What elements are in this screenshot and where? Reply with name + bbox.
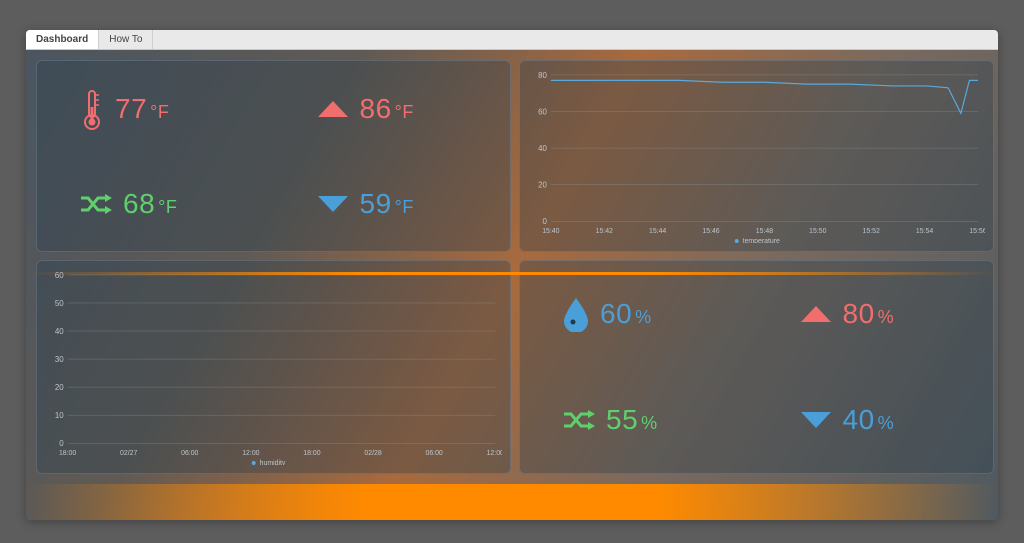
humidity-chart: 010203040506018:0002/2706:0012:0018:0002… xyxy=(45,269,502,465)
stat-value: 59°F xyxy=(360,188,414,220)
svg-text:60: 60 xyxy=(538,107,547,116)
svg-text:02/28: 02/28 xyxy=(364,450,381,457)
svg-text:10: 10 xyxy=(55,411,64,420)
stat-temp-low: 59°F xyxy=(274,156,511,251)
dashboard-grid: 77°F 86°F 68°F xyxy=(26,50,998,474)
stat-value: 55% xyxy=(606,404,658,436)
stat-humid-high: 80% xyxy=(757,261,994,367)
svg-text:humidity: humidity xyxy=(260,460,286,465)
svg-text:temperature: temperature xyxy=(743,238,780,243)
svg-text:15:52: 15:52 xyxy=(863,228,880,235)
svg-text:02/27: 02/27 xyxy=(120,450,137,457)
triangle-down-icon xyxy=(799,409,833,431)
panel-temperature-stats: 77°F 86°F 68°F xyxy=(36,60,511,252)
svg-text:0: 0 xyxy=(59,439,64,448)
stat-temp-current: 77°F xyxy=(37,61,274,156)
svg-text:80: 80 xyxy=(538,71,547,80)
thermometer-icon xyxy=(79,87,105,131)
stat-value: 68°F xyxy=(123,188,177,220)
svg-text:20: 20 xyxy=(538,181,547,190)
svg-text:15:54: 15:54 xyxy=(916,228,933,235)
stat-value: 60% xyxy=(600,298,652,330)
stat-value: 86°F xyxy=(360,93,414,125)
svg-text:06:00: 06:00 xyxy=(425,450,442,457)
tab-bar: Dashboard How To xyxy=(26,30,998,50)
svg-text:12:00: 12:00 xyxy=(487,450,502,457)
svg-text:15:44: 15:44 xyxy=(649,228,666,235)
stat-humid-low: 40% xyxy=(757,367,994,473)
shuffle-icon xyxy=(79,191,113,217)
tab-howto[interactable]: How To xyxy=(99,30,153,49)
svg-text:06:00: 06:00 xyxy=(181,450,198,457)
triangle-up-icon xyxy=(799,303,833,325)
svg-text:20: 20 xyxy=(55,383,64,392)
droplet-icon xyxy=(562,296,590,332)
panel-humidity-stats: 60% 80% 55% xyxy=(519,260,994,474)
stat-temp-high: 86°F xyxy=(274,61,511,156)
svg-text:50: 50 xyxy=(55,299,64,308)
triangle-down-icon xyxy=(316,193,350,215)
svg-text:15:42: 15:42 xyxy=(596,228,613,235)
svg-text:15:48: 15:48 xyxy=(756,228,773,235)
svg-text:15:56: 15:56 xyxy=(969,228,985,235)
triangle-up-icon xyxy=(316,98,350,120)
shuffle-icon xyxy=(562,407,596,433)
divider-horizontal xyxy=(26,272,998,275)
svg-text:15:40: 15:40 xyxy=(542,228,559,235)
stat-value: 40% xyxy=(843,404,895,436)
stat-temp-avg: 68°F xyxy=(37,156,274,251)
stat-humid-current: 60% xyxy=(520,261,757,367)
app-window: Dashboard How To 77°F 86°F xyxy=(26,30,998,520)
stat-value: 77°F xyxy=(115,93,169,125)
tab-dashboard[interactable]: Dashboard xyxy=(26,30,99,49)
panel-temperature-chart: 0 20 40 60 80 15:40 15:42 15:44 15:46 15:48 15:50 1… xyxy=(519,60,994,252)
svg-text:15:46: 15:46 xyxy=(702,228,719,235)
footer-glow xyxy=(26,484,998,520)
svg-text:18:00: 18:00 xyxy=(303,450,320,457)
temperature-chart: 0 20 40 60 80 15:40 15:42 15:44 15:46 15:48 15:50 1… xyxy=(528,69,985,243)
svg-text:30: 30 xyxy=(55,355,64,364)
stat-value: 80% xyxy=(843,298,895,330)
stat-humid-avg: 55% xyxy=(520,367,757,473)
svg-text:15:50: 15:50 xyxy=(809,228,826,235)
svg-text:0: 0 xyxy=(543,217,548,226)
panel-humidity-chart: 010203040506018:0002/2706:0012:0018:0002… xyxy=(36,260,511,474)
svg-text:40: 40 xyxy=(538,144,547,153)
svg-text:40: 40 xyxy=(55,327,64,336)
svg-text:18:00: 18:00 xyxy=(59,450,76,457)
svg-text:12:00: 12:00 xyxy=(242,450,259,457)
